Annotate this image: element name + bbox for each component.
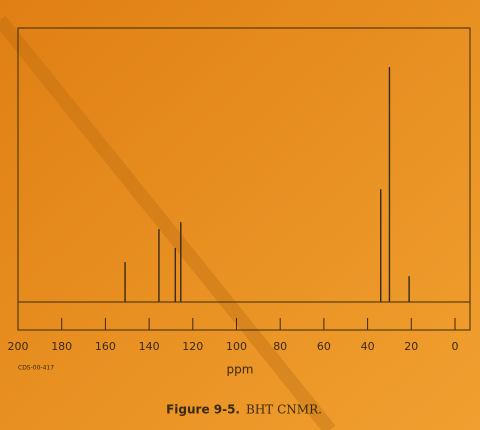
x-tick-label: 100 (226, 340, 247, 353)
spectrum-code: CDS-00-417 (18, 365, 54, 372)
x-tick-label: 20 (404, 340, 418, 353)
x-tick-label: 40 (361, 340, 375, 353)
shadow (0, 15, 336, 430)
caption-label: Figure 9-5. (166, 403, 240, 417)
x-axis-label: ppm (227, 363, 254, 377)
x-tick-label: 180 (51, 340, 72, 353)
x-tick-label: 80 (273, 340, 287, 353)
x-tick-label: 60 (317, 340, 331, 353)
x-tick-label: 0 (452, 340, 459, 353)
x-tick-label: 160 (95, 340, 116, 353)
x-tick-label: 120 (182, 340, 203, 353)
x-tick-label: 140 (139, 340, 160, 353)
x-tick-label: 200 (8, 340, 29, 353)
plot-frame (17, 27, 471, 331)
caption-text: BHT CNMR. (246, 403, 322, 417)
